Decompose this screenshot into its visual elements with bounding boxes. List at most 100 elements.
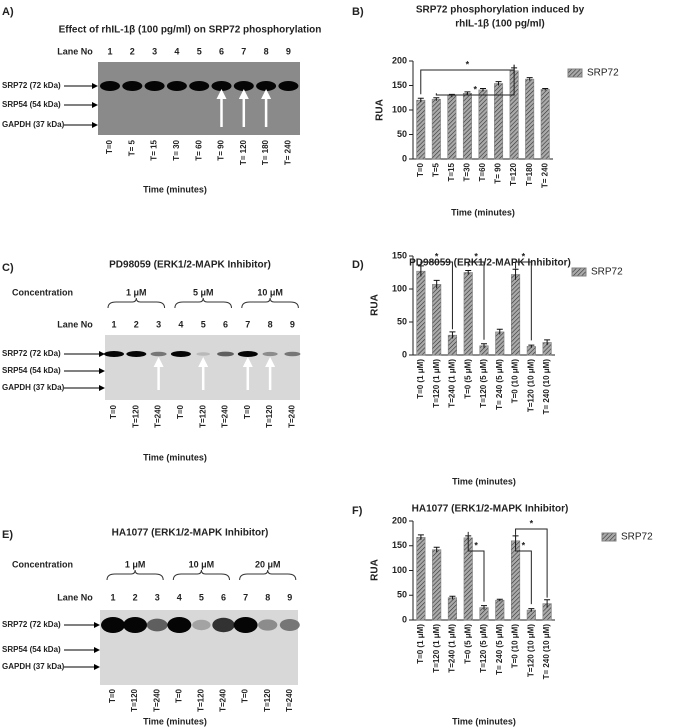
band — [192, 619, 211, 631]
bar — [447, 597, 458, 621]
x-tick-label: T=120 (10 μM) — [526, 359, 535, 412]
y-tick-label: 50 — [397, 316, 407, 326]
band-label: GAPDH (37 kDa) — [2, 662, 65, 671]
significance-bracket — [515, 528, 548, 598]
legend-label: SRP72 — [621, 532, 653, 543]
x-axis-title: Time (minutes) — [452, 476, 516, 486]
blot — [98, 62, 300, 135]
time-label: T= 180 — [261, 139, 270, 165]
x-tick-label: T=0 (10 μM) — [511, 359, 520, 404]
x-tick-label: T=0 — [416, 162, 425, 177]
time-label: T= 15 — [150, 139, 159, 160]
panel-label: D) — [352, 259, 364, 271]
bar — [510, 274, 521, 356]
band — [233, 617, 258, 633]
lane-number: 5 — [201, 319, 206, 329]
bar — [525, 78, 535, 160]
y-tick-label: 150 — [392, 80, 407, 90]
time-label: T=0 — [108, 688, 117, 703]
bar — [463, 272, 473, 356]
blot-title: Effect of rhIL-1β (100 pg/ml) on SRP72 p… — [59, 25, 322, 36]
error-bar — [417, 97, 424, 103]
lane-number: 4 — [178, 319, 183, 329]
bar — [447, 95, 457, 160]
band — [212, 617, 235, 633]
significance-bracket — [467, 261, 485, 340]
blot-title: HA1077 (ERK1/2-MAPK Inhibitor) — [112, 528, 269, 539]
significance-mark: * — [466, 59, 470, 69]
lane-number: 9 — [286, 46, 291, 56]
time-label: T=120 — [130, 688, 139, 711]
bar — [462, 93, 472, 160]
error-bar — [417, 534, 424, 540]
lane-number: 2 — [133, 592, 138, 602]
band — [233, 81, 254, 91]
concentration-label: Concentration — [12, 287, 73, 297]
time-label: T=240 — [288, 404, 297, 427]
error-bar — [544, 339, 551, 346]
error-bar — [526, 77, 533, 81]
legend-swatch — [601, 532, 617, 542]
x-tick-label: T=240 (1 μM) — [448, 624, 457, 673]
brace — [107, 297, 166, 309]
lane-number: 7 — [243, 592, 248, 602]
x-tick-label: T=0 (1 μM) — [416, 359, 425, 399]
x-tick-label: T= 240 (5 μM) — [495, 624, 504, 675]
significance-bracket — [467, 531, 485, 602]
x-tick-label: T= 240 (5 μM) — [495, 359, 504, 410]
time-label: T= 30 — [172, 139, 181, 160]
lane-number: 1 — [107, 46, 112, 56]
band — [262, 351, 278, 357]
band-label: GAPDH (37 kDa) — [2, 120, 65, 129]
error-bar — [465, 270, 472, 275]
significance-mark: * — [522, 540, 526, 550]
lane-number: 8 — [265, 592, 270, 602]
time-label: T=240 — [219, 688, 228, 711]
error-bar — [433, 97, 440, 101]
error-bar — [512, 268, 519, 280]
error-bar — [464, 91, 471, 95]
band — [237, 351, 258, 357]
brace — [241, 297, 299, 309]
concentration: 20 μM — [255, 559, 281, 569]
bar — [478, 89, 488, 160]
x-tick-label: T=15 — [447, 162, 456, 181]
band — [256, 81, 277, 91]
significance-bracket — [420, 261, 453, 330]
brace — [172, 569, 230, 581]
time-label: T= 5 — [127, 139, 136, 156]
time-label: T=120 — [263, 688, 272, 711]
bar — [540, 89, 550, 160]
x-tick-label: T=0 (5 μM) — [463, 359, 472, 399]
band — [100, 81, 120, 91]
error-bar — [449, 595, 456, 600]
chart-title: HA1077 (ERK1/2-MAPK Inhibitor) — [412, 504, 569, 515]
lane-label: Lane No — [57, 592, 93, 602]
band — [123, 617, 148, 633]
error-bar — [449, 331, 456, 339]
error-bar — [542, 87, 549, 91]
time-label: T= 240 — [284, 139, 293, 165]
lane-number: 9 — [290, 319, 295, 329]
bar — [432, 549, 442, 621]
lane-number: 2 — [134, 319, 139, 329]
error-bar — [481, 343, 487, 348]
band — [278, 81, 299, 91]
y-tick-label: 200 — [392, 515, 407, 525]
band — [150, 351, 167, 357]
blot-title: PD98059 (ERK1/2-MAPK Inhibitor) — [109, 260, 271, 271]
significance-mark: * — [435, 251, 439, 261]
y-tick-label: 50 — [397, 129, 407, 139]
error-bar — [495, 81, 502, 86]
significance-bracket — [515, 261, 532, 341]
chart-title: PD98059 (ERK1/2-MAPK Inhibitor) — [409, 258, 571, 269]
time-label: T= 120 — [239, 139, 248, 165]
x-tick-label: T=120 — [509, 162, 518, 185]
significance-mark: * — [474, 251, 478, 261]
time-label: T=120 — [265, 404, 274, 427]
significance-bracket — [515, 534, 532, 605]
lane-number: 8 — [268, 319, 273, 329]
time-label: T=0 — [105, 139, 114, 154]
y-tick-label: 0 — [402, 153, 407, 163]
error-bar — [496, 598, 503, 602]
